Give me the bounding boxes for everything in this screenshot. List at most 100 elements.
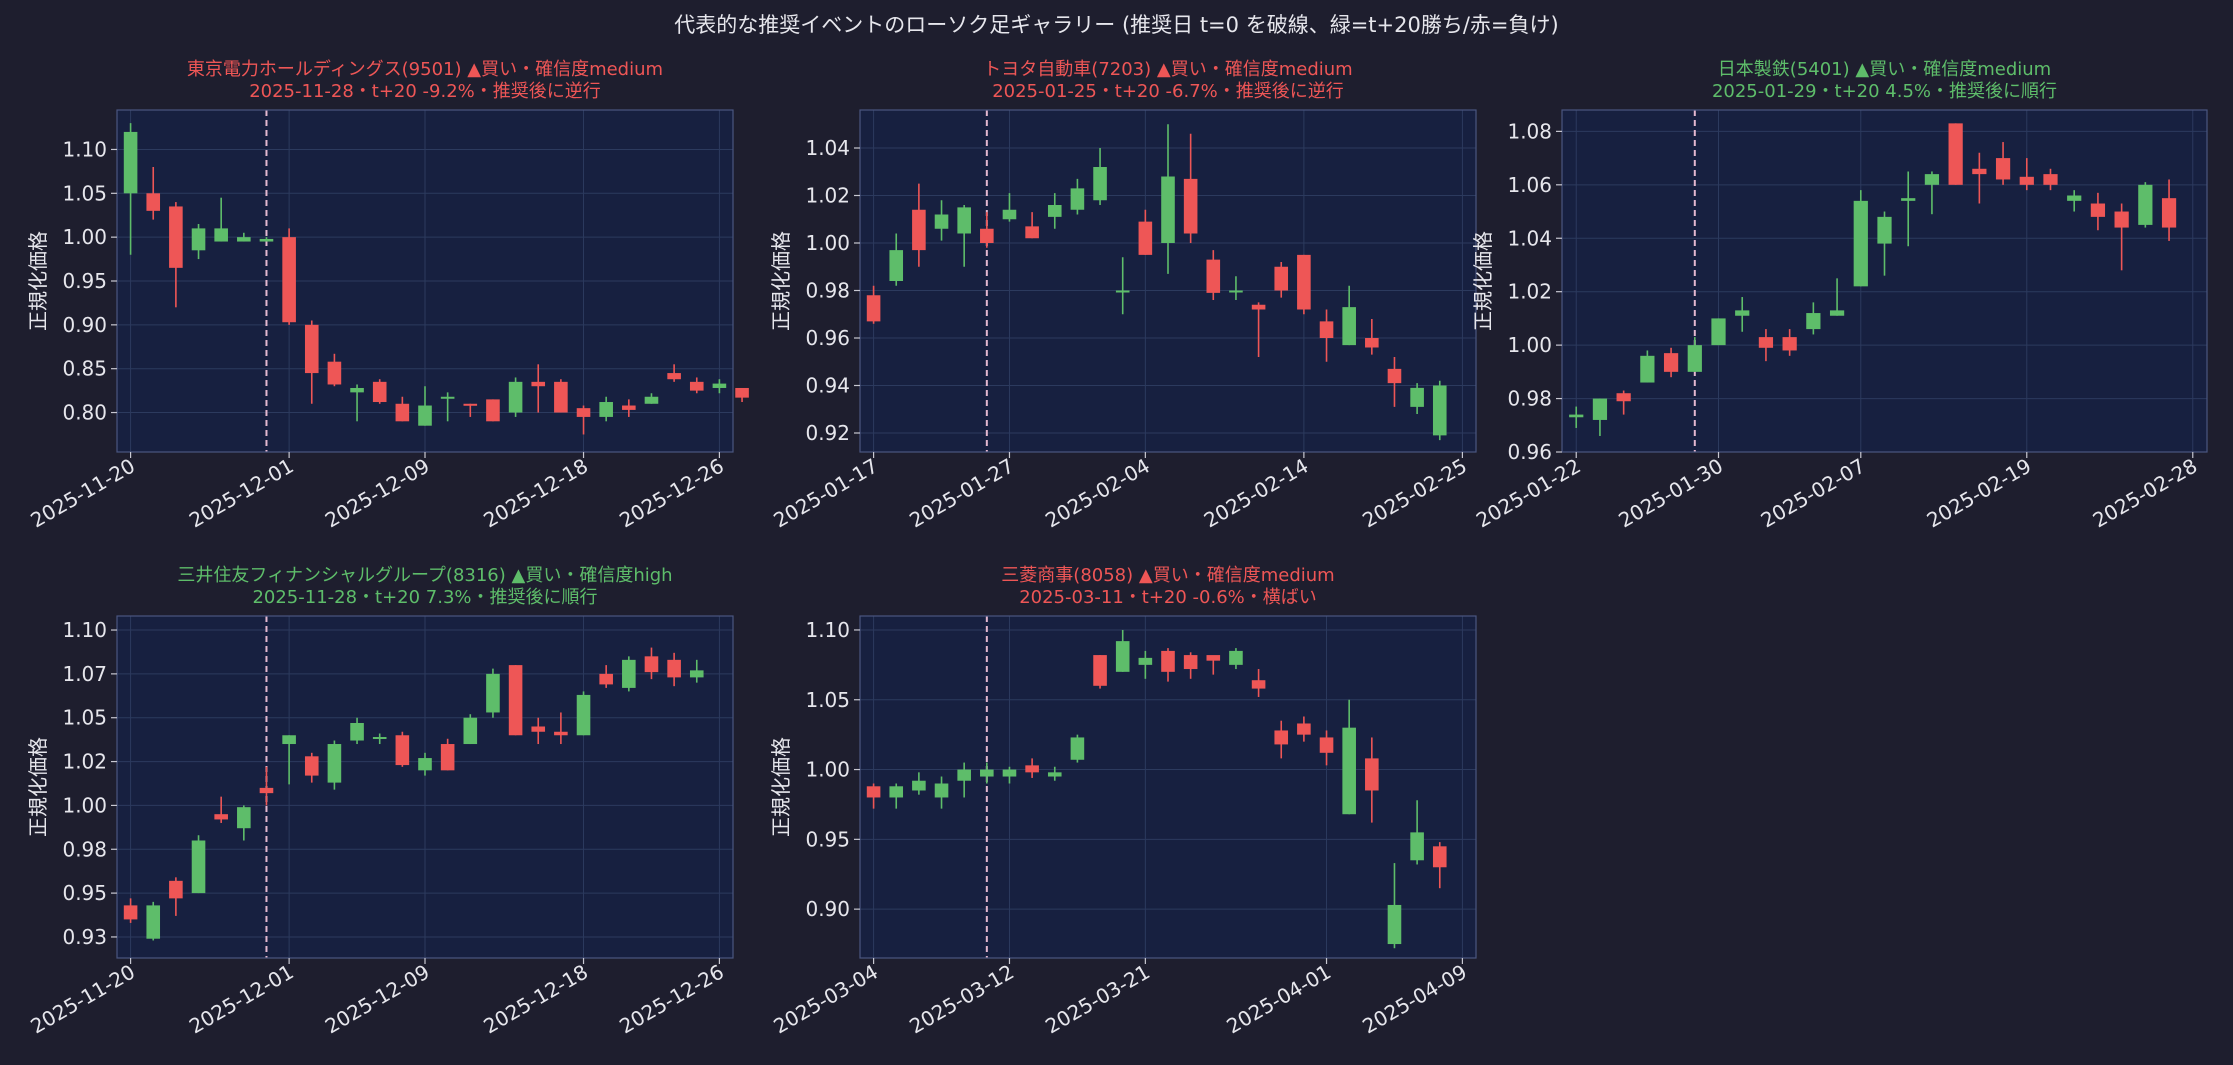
- figure-title: 代表的な推奨イベントのローソク足ギャラリー (推奨日 t=0 を破線、緑=t+2…: [674, 13, 1558, 37]
- candle-body: [1342, 727, 1356, 815]
- y-tick-label: 0.94: [805, 374, 850, 398]
- candle-body: [508, 381, 523, 413]
- candle-body: [1138, 657, 1153, 665]
- candle: [146, 901, 161, 941]
- candle: [554, 379, 568, 413]
- candle: [1365, 319, 1379, 355]
- candle-body: [1093, 167, 1107, 201]
- candle: [1592, 398, 1608, 436]
- candle: [1206, 250, 1221, 300]
- candle: [1758, 329, 1774, 362]
- candle: [1093, 148, 1107, 205]
- candle: [1901, 171, 1916, 247]
- candle-body: [1161, 650, 1175, 672]
- candle: [1319, 730, 1334, 766]
- candle-body: [599, 402, 613, 417]
- candle: [735, 387, 749, 403]
- candle-body: [1616, 393, 1631, 402]
- candle-body: [1274, 730, 1289, 745]
- candle: [1616, 390, 1631, 415]
- candle: [1251, 669, 1266, 697]
- candle-body: [1070, 737, 1085, 760]
- y-tick-label: 0.98: [805, 279, 850, 303]
- candle-body: [1025, 226, 1039, 239]
- candle-body: [531, 726, 546, 732]
- candle-body: [1901, 198, 1916, 201]
- candle-body: [350, 722, 364, 741]
- y-axis-label: 正規化価格: [769, 737, 793, 837]
- candle: [934, 776, 949, 809]
- plot-frame: [859, 109, 1477, 453]
- candle: [2043, 168, 2058, 191]
- candle-body: [1251, 304, 1266, 310]
- candle-body: [1853, 200, 1868, 287]
- candle-body: [486, 673, 500, 713]
- y-tick-label: 1.05: [805, 688, 850, 712]
- y-tick-label: 1.02: [62, 750, 107, 774]
- candle-body: [395, 403, 410, 422]
- candle: [1070, 178, 1085, 215]
- panel-title: トヨタ自動車(7203) ▲買い・確信度medium: [983, 59, 1352, 80]
- candle: [237, 805, 251, 841]
- candle: [1047, 766, 1062, 781]
- candle-body: [866, 295, 881, 322]
- y-tick-label: 1.10: [62, 618, 107, 642]
- candle: [1025, 758, 1039, 778]
- candle-body: [237, 237, 251, 242]
- candle-body: [440, 744, 455, 771]
- candle-body: [957, 207, 971, 234]
- candle-body: [214, 228, 228, 242]
- candle: [667, 364, 681, 382]
- candle-body: [1047, 772, 1062, 777]
- y-tick-label: 0.96: [805, 326, 850, 350]
- candle-body: [1093, 655, 1107, 686]
- candle-body: [1782, 337, 1797, 351]
- candle-body: [1735, 310, 1750, 316]
- candle: [237, 232, 251, 242]
- candle: [123, 123, 138, 255]
- candle: [980, 762, 994, 784]
- candle-body: [531, 381, 546, 387]
- candle-body: [980, 228, 994, 243]
- candle: [889, 783, 904, 809]
- candle-body: [667, 659, 681, 678]
- candle: [327, 353, 342, 387]
- candle-body: [866, 786, 881, 798]
- candle: [1138, 650, 1153, 679]
- candle: [440, 392, 455, 422]
- candle-body: [350, 387, 364, 393]
- candle-body: [1365, 758, 1379, 791]
- candle: [146, 167, 161, 220]
- panel-subtitle: 2025-01-29・t+20 4.5%・推奨後に順行: [1712, 81, 2057, 102]
- candle: [1365, 737, 1379, 823]
- candle: [1995, 142, 2011, 185]
- candle: [957, 205, 971, 267]
- candle: [1206, 655, 1221, 675]
- y-tick-label: 1.05: [62, 706, 107, 730]
- y-tick-label: 0.92: [805, 421, 850, 445]
- candle: [259, 766, 274, 806]
- candle-body: [1640, 355, 1655, 383]
- candle-body: [463, 717, 478, 745]
- candle-body: [1319, 737, 1334, 753]
- candle: [1093, 655, 1107, 689]
- candle: [1432, 380, 1447, 441]
- plot-frame: [859, 615, 1477, 959]
- candle: [2161, 179, 2177, 241]
- panel-subtitle: 2025-11-28・t+20 -9.2%・推奨後に逆行: [249, 81, 601, 102]
- candle: [418, 752, 432, 776]
- candle-body: [889, 250, 904, 281]
- candle: [599, 665, 613, 688]
- candle: [1711, 318, 1726, 346]
- candle-body: [889, 786, 904, 798]
- candle: [554, 712, 568, 745]
- candle: [576, 405, 591, 435]
- y-tick-label: 1.00: [805, 758, 850, 782]
- panel-title: 東京電力ホールディングス(9501) ▲買い・確信度medium: [187, 59, 663, 80]
- candle: [1115, 629, 1130, 672]
- candle-body: [304, 756, 319, 776]
- candle-body: [1569, 414, 1584, 418]
- y-tick-label: 1.00: [62, 225, 107, 249]
- y-tick-label: 1.00: [805, 231, 850, 255]
- candle-body: [372, 737, 387, 740]
